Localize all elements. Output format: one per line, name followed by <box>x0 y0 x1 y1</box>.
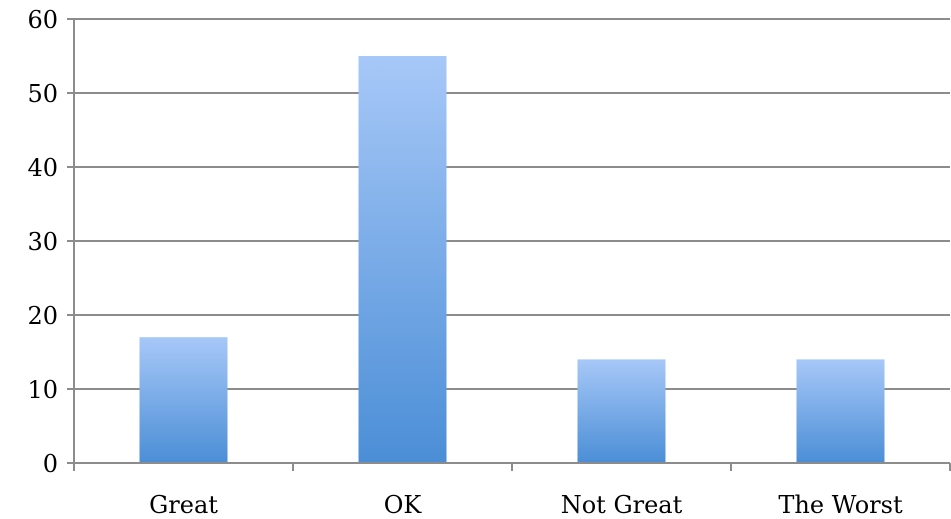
y-tick-labels: 0 10 20 30 40 50 60 <box>27 6 58 478</box>
bar-great <box>139 337 228 463</box>
bars <box>139 56 885 463</box>
gridlines <box>74 18 950 390</box>
axes <box>67 18 951 471</box>
x-category-label-not-great: Not Great <box>561 491 683 519</box>
y-tick-label-60: 60 <box>27 6 58 34</box>
x-category-label-the-worst: The Worst <box>778 491 903 519</box>
x-category-label-ok: OK <box>384 491 423 519</box>
x-category-labels: Great OK Not Great The Worst <box>149 491 903 519</box>
y-tick-label-10: 10 <box>27 376 58 404</box>
y-tick-label-40: 40 <box>27 154 58 182</box>
y-tick-label-0: 0 <box>43 450 58 478</box>
bar-ok <box>358 56 447 463</box>
y-tick-label-20: 20 <box>27 302 58 330</box>
bar-the-worst <box>796 359 885 463</box>
y-tick-label-50: 50 <box>27 80 58 108</box>
x-category-label-great: Great <box>149 491 218 519</box>
bar-not-great <box>577 359 666 463</box>
y-tick-label-30: 30 <box>27 228 58 256</box>
